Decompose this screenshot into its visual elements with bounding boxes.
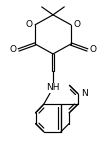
Text: O: O	[9, 45, 16, 54]
Text: O: O	[90, 45, 97, 54]
Text: O: O	[25, 20, 32, 29]
Text: N: N	[81, 89, 88, 98]
Text: O: O	[74, 20, 81, 29]
Text: NH: NH	[46, 83, 60, 92]
